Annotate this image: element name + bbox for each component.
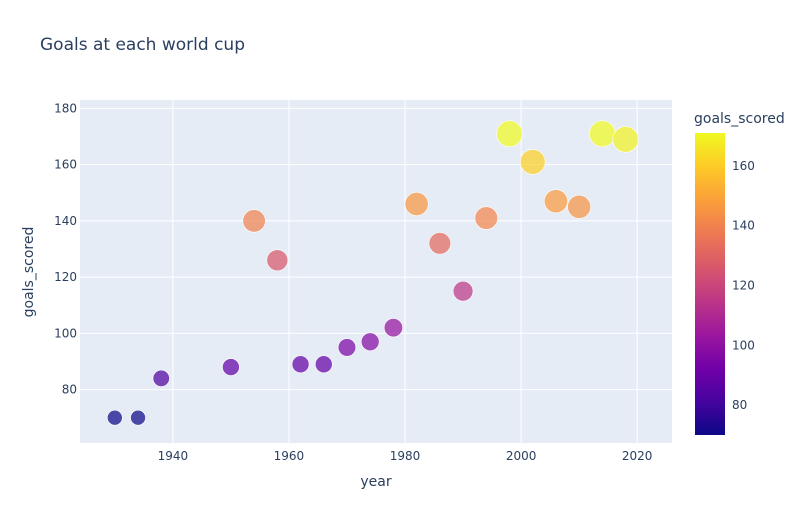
x-tick-label: 1980 [390,449,421,463]
y-tick-labels: 80 100 120 140 160 180 [54,101,77,396]
data-point [266,249,289,272]
data-point [107,409,123,426]
y-tick-label: 120 [54,270,77,284]
y-axis-title: goals_scored [21,227,37,318]
data-point [589,120,616,148]
data-point [152,369,170,387]
y-tick-label: 160 [54,158,77,172]
x-tick-labels: 1940 1960 1980 2000 2020 [158,449,653,463]
data-point [337,338,357,357]
data-point [519,149,546,175]
colorbar-tick-label: 140 [732,219,755,233]
data-point [474,206,498,230]
data-point [428,232,452,255]
data-point [291,355,310,374]
colorbar-tick-label: 80 [732,398,747,412]
colorbar-tick-label: 120 [732,278,755,292]
data-point [314,355,333,374]
x-tick-label: 1940 [158,449,189,463]
colorbar-tick-label: 100 [732,338,755,352]
y-tick-label: 180 [54,101,77,115]
chart-title: Goals at each world cup [40,35,245,55]
grid-lines [80,100,672,443]
plot-area [80,100,672,443]
data-point [612,126,639,153]
data-point [360,332,380,352]
data-point [383,318,403,338]
x-tick-label: 2000 [506,449,537,463]
data-point [567,194,592,219]
y-tick-label: 80 [62,383,77,397]
data-point [543,189,568,214]
colorbar-title: goals_scored [694,111,785,127]
data-point [242,209,266,233]
data-points [107,120,639,426]
data-point [496,120,523,148]
colorbar-tick-labels: 80 100 120 140 160 [732,159,755,412]
data-point [130,409,146,426]
x-tick-label: 2020 [622,449,653,463]
colorbar-tick-label: 160 [732,159,755,173]
data-point [452,280,474,302]
x-axis-title: year [360,474,391,490]
data-point [404,192,429,216]
y-tick-label: 100 [54,326,77,340]
data-point [222,358,240,376]
x-tick-label: 1960 [274,449,305,463]
y-tick-label: 140 [54,214,77,228]
colorbar [695,133,725,435]
